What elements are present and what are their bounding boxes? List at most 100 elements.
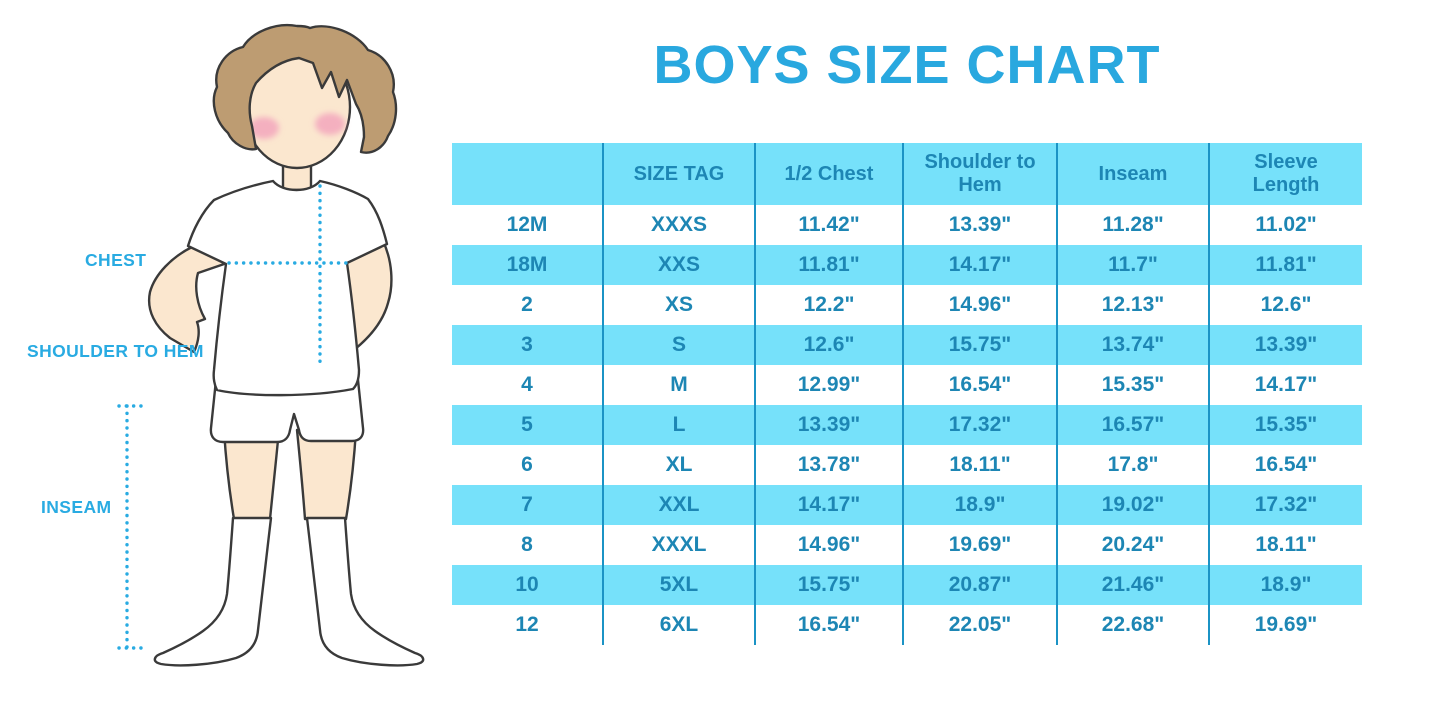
table-cell: 18M: [452, 245, 603, 285]
table-cell: 20.24": [1056, 525, 1209, 565]
table-cell: 13.39": [902, 205, 1057, 245]
table-cell: 18.9": [1208, 565, 1362, 605]
table-row: 6 XL 13.78" 18.11" 17.8" 16.54": [452, 445, 1362, 485]
left-sock: [153, 516, 273, 667]
table-cell: 19.69": [902, 525, 1057, 565]
table-cell: 17.8": [1056, 445, 1209, 485]
table-cell: 12.6": [754, 325, 903, 365]
column-header: Shoulder to Hem: [902, 143, 1057, 205]
table-cell: 12M: [506, 213, 548, 236]
table-cell: M: [602, 365, 755, 405]
table-cell: 8: [521, 533, 533, 556]
table-body: 12M XXXS 11.42" 13.39" 11.28" 11.02" 18M XXS 11.…: [452, 205, 1362, 645]
chest-label: CHEST: [85, 250, 147, 270]
table-cell: 14.17": [754, 485, 903, 525]
boy-illustration: [117, 23, 425, 667]
hair: [212, 23, 398, 154]
table-row: 5 L 13.39" 17.32" 16.57" 15.35": [452, 405, 1362, 445]
table-cell: 13.39": [754, 405, 903, 445]
left-leg: [222, 428, 281, 521]
table-cell: 11.02": [1208, 205, 1362, 245]
table-cell: 11.81": [754, 245, 903, 285]
table-cell: 16.57": [1056, 405, 1209, 445]
table-row: 4 M 12.99" 16.54" 15.35" 14.17": [452, 365, 1362, 405]
table-cell: 19.69": [1208, 605, 1362, 645]
table-cell: 22.05": [902, 605, 1057, 645]
table-cell: 2: [521, 293, 533, 316]
table-header-row: SIZE TAG 1/2 Chest Shoulder to Hem Inseam Sl…: [452, 143, 1362, 205]
table-cell: 13.74": [1056, 325, 1209, 365]
table-cell: 12.6": [1208, 285, 1362, 325]
table-cell: L: [602, 405, 755, 445]
table-cell: 11.42": [754, 205, 903, 245]
table-cell: 18.11": [1208, 525, 1362, 565]
table-cell: XXXL: [602, 525, 755, 565]
table-cell: 11.28": [1056, 205, 1209, 245]
table-cell: 15.35": [1208, 405, 1362, 445]
measure-lines: [117, 184, 348, 650]
table-row: 8 XXXL 14.96" 19.69" 20.24" 18.11": [452, 525, 1362, 565]
table-cell: 21.46": [1056, 565, 1209, 605]
table-cell: 18.11": [902, 445, 1057, 485]
table-cell: 7: [452, 485, 603, 525]
table-row: 12 6XL 16.54" 22.05" 22.68" 19.69": [452, 605, 1362, 645]
table-cell: 12: [515, 613, 539, 636]
table-cell: 17.32": [902, 405, 1057, 445]
table-cell: 18.9": [902, 485, 1057, 525]
table-cell: 17.32": [1208, 485, 1362, 525]
column-header: 1/2 Chest: [754, 143, 903, 205]
table-cell: 14.17": [1208, 365, 1362, 405]
table-cell: 14.96": [902, 285, 1057, 325]
column-header: [452, 143, 603, 205]
table-cell: 19.02": [1056, 485, 1209, 525]
table-cell: 11.7": [1056, 245, 1209, 285]
table-cell: 13.39": [1208, 325, 1362, 365]
table-cell: 20.87": [902, 565, 1057, 605]
table-cell: 3: [452, 325, 603, 365]
table-cell: 15.75": [754, 565, 903, 605]
column-header: Inseam: [1056, 143, 1209, 205]
table-row: 12M XXXS 11.42" 13.39" 11.28" 11.02": [452, 205, 1362, 245]
table-row: 10 5XL 15.75" 20.87" 21.46" 18.9": [452, 565, 1362, 605]
blush: [249, 113, 345, 139]
table-cell: XXXS: [602, 205, 755, 245]
table-cell: 16.54": [1208, 445, 1362, 485]
table-cell: 12.2": [754, 285, 903, 325]
table-row: 3 S 12.6" 15.75" 13.74" 13.39": [452, 325, 1362, 365]
table-cell: S: [602, 325, 755, 365]
table-row: 2 XS 12.2" 14.96" 12.13" 12.6": [452, 285, 1362, 325]
table-cell: 15.75": [902, 325, 1057, 365]
table-cell: XL: [602, 445, 755, 485]
table-cell: 12.99": [754, 365, 903, 405]
table-row: 7 XXL 14.17" 18.9" 19.02" 17.32": [452, 485, 1362, 525]
t-shirt: [186, 179, 389, 397]
size-table: SIZE TAG 1/2 Chest Shoulder to Hem Inseam Sl…: [452, 143, 1362, 645]
table-cell: 16.54": [902, 365, 1057, 405]
right-leg: [295, 428, 358, 521]
table-cell: 16.54": [754, 605, 903, 645]
inseam-label: INSEAM: [41, 497, 112, 517]
table-cell: 10: [452, 565, 603, 605]
table-cell: 22.68": [1056, 605, 1209, 645]
table-cell: 14.96": [754, 525, 903, 565]
table-cell: XXS: [602, 245, 755, 285]
page-title: BOYS SIZE CHART: [653, 35, 1161, 95]
table-cell: 6: [521, 453, 533, 476]
shorts: [209, 378, 365, 444]
column-header: SIZE TAG: [602, 143, 755, 205]
table-cell: 5XL: [602, 565, 755, 605]
table-cell: 12.13": [1056, 285, 1209, 325]
shoulder-to-hem-label: SHOULDER TO HEM: [27, 341, 204, 361]
blush-right-cheek: [315, 113, 345, 135]
right-sock: [305, 516, 425, 667]
blush-left-cheek: [249, 117, 279, 139]
table-row: 18M XXS 11.81" 14.17" 11.7" 11.81": [452, 245, 1362, 285]
table-cell: XS: [602, 285, 755, 325]
table-cell: 5: [452, 405, 603, 445]
table-cell: 13.78": [754, 445, 903, 485]
column-header: Sleeve Length: [1208, 143, 1362, 205]
table-cell: 4: [521, 373, 533, 396]
table-cell: 6XL: [602, 605, 755, 645]
table-cell: XXL: [602, 485, 755, 525]
